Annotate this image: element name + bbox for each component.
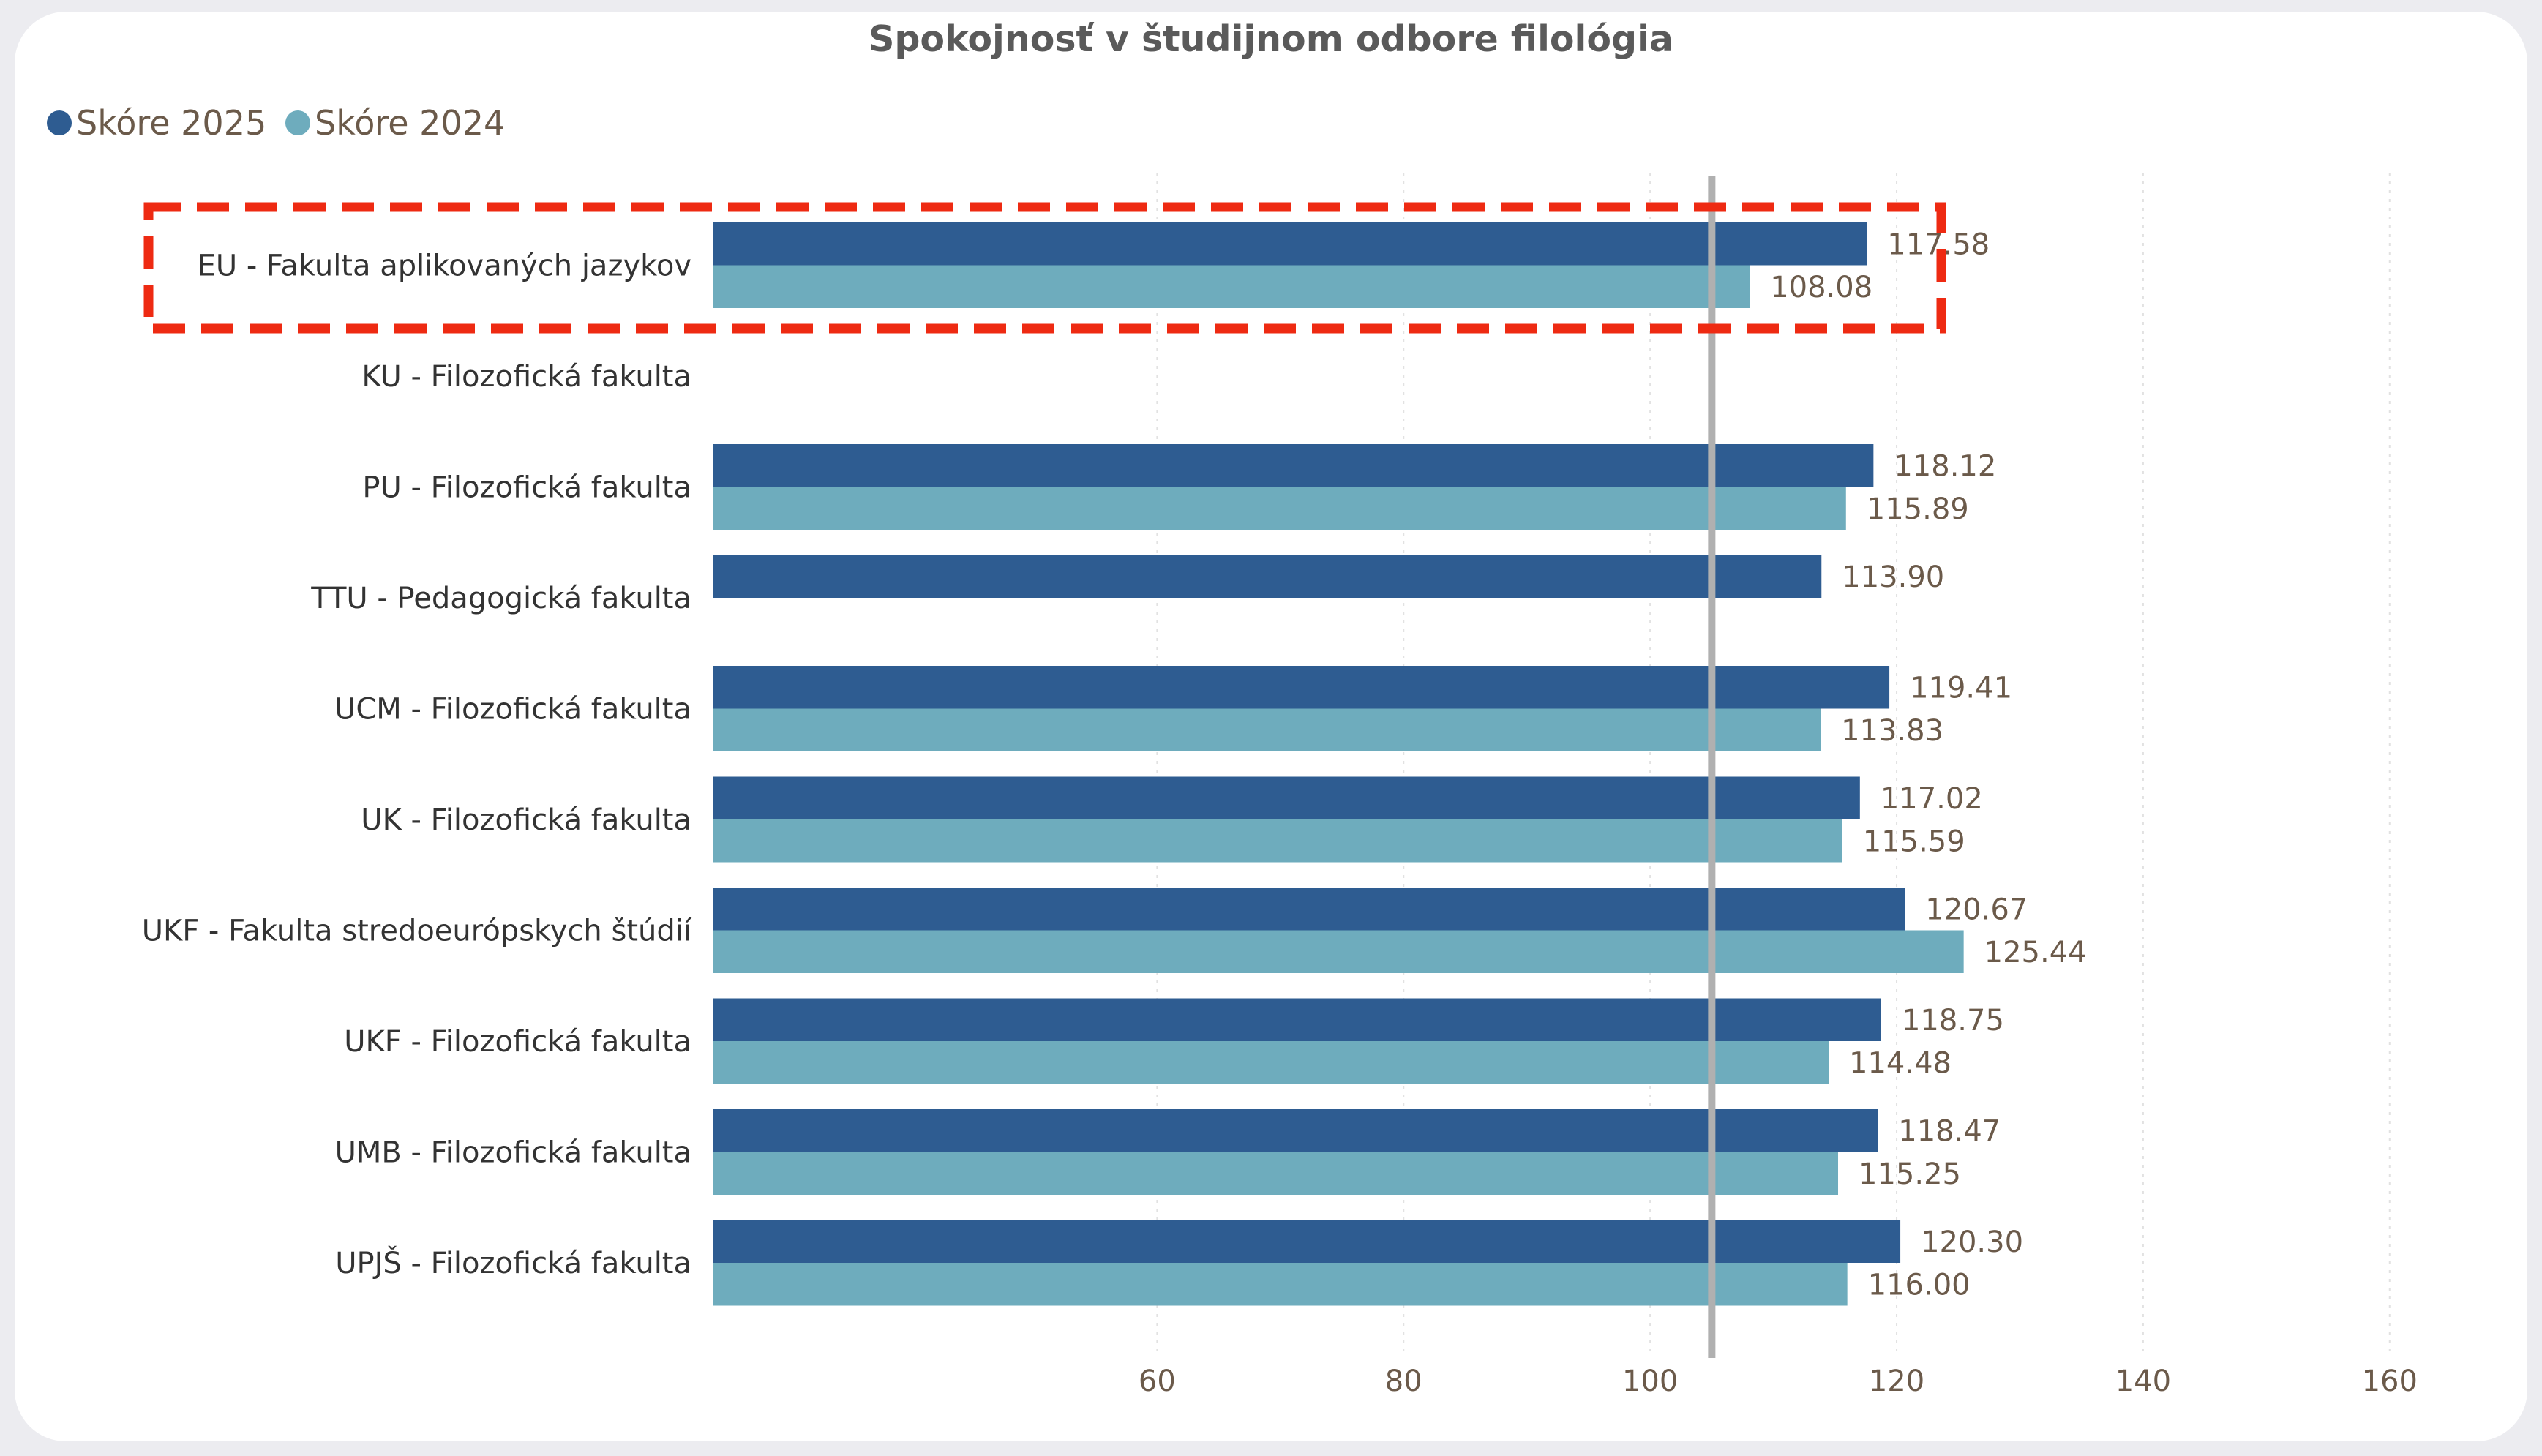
category-label-ttu-pedagogicka-fakulta: TTU - Pedagogická fakulta	[310, 582, 691, 615]
value-label-2025-umb-filozoficka-fakulta: 118.47	[1898, 1114, 2001, 1148]
value-label-2025-ttu-pedagogicka-fakulta: 113.90	[1842, 560, 1944, 594]
x-tick-label-120: 120	[1869, 1365, 1924, 1398]
category-label-pu-filozoficka-fakulta: PU - Filozofická fakulta	[362, 471, 691, 505]
legend-item-2024[interactable]: Skóre 2024	[285, 103, 505, 143]
value-label-2025-ukf-filozoficka-fakulta: 118.75	[1902, 1004, 2004, 1037]
value-label-2024-uk-filozoficka-fakulta: 115.59	[1863, 825, 1965, 858]
x-tick-label-100: 100	[1622, 1365, 1678, 1398]
legend-item-2025[interactable]: Skóre 2025	[47, 103, 266, 143]
bar-2024-ukf-fakulta-stredoeuropskych-studii[interactable]	[713, 930, 1964, 974]
value-label-2024-ucm-filozoficka-fakulta: 113.83	[1841, 714, 1943, 748]
value-label-2024-ukf-fakulta-stredoeuropskych-studii: 125.44	[1984, 936, 2087, 969]
chart-card: Spokojnosť v študijnom odbore filológia …	[15, 12, 2527, 1441]
chart-svg: Spokojnosť v študijnom odbore filológia …	[47, 18, 2418, 1398]
legend-label-2024: Skóre 2024	[315, 103, 505, 143]
x-axis-ticks: 60 80 100 120 140 160	[1139, 1365, 2418, 1398]
legend-marker-2025	[47, 110, 72, 135]
bar-2024-ukf-filozoficka-fakulta[interactable]	[713, 1041, 1829, 1084]
bar-2024-upjs-filozoficka-fakulta[interactable]	[713, 1263, 1848, 1306]
bar-2025-ukf-fakulta-stredoeuropskych-studii[interactable]	[713, 888, 1905, 931]
value-label-2024-pu-filozoficka-fakulta: 115.89	[1867, 492, 1969, 526]
value-label-2025-ukf-fakulta-stredoeuropskych-studii: 120.67	[1925, 893, 2028, 926]
chart-title: Spokojnosť v študijnom odbore filológia	[869, 18, 1673, 60]
value-label-2025-pu-filozoficka-fakulta: 118.12	[1894, 449, 1996, 483]
bar-2024-eu-fakulta-aplikovanych-jazykov[interactable]	[713, 265, 1750, 309]
category-label-ku-filozoficka-fakulta: KU - Filozofická fakulta	[361, 360, 691, 394]
value-label-2024-eu-fakulta-aplikovanych-jazykov: 108.08	[1770, 271, 1872, 304]
bars	[713, 222, 1964, 1306]
category-labels: EU - Fakulta aplikovaných jazykov KU - Fi…	[142, 249, 693, 1281]
legend: Skóre 2025 Skóre 2024	[47, 103, 505, 143]
bar-2024-uk-filozoficka-fakulta[interactable]	[713, 819, 1842, 863]
bar-2025-ttu-pedagogicka-fakulta[interactable]	[713, 555, 1822, 598]
value-label-2024-umb-filozoficka-fakulta: 115.25	[1859, 1157, 1961, 1191]
gridlines	[1156, 173, 2391, 1351]
value-labels: 117.58108.08118.12115.89113.90119.41113.…	[1770, 228, 2086, 1302]
bar-2025-upjs-filozoficka-fakulta[interactable]	[713, 1220, 1901, 1264]
bar-2024-pu-filozoficka-fakulta[interactable]	[713, 487, 1846, 530]
category-label-umb-filozoficka-fakulta: UMB - Filozofická fakulta	[335, 1136, 691, 1170]
bar-2024-ucm-filozoficka-fakulta[interactable]	[713, 708, 1821, 752]
bar-2025-eu-fakulta-aplikovanych-jazykov[interactable]	[713, 222, 1867, 266]
highlight-group	[143, 202, 1946, 334]
x-tick-label-80: 80	[1385, 1365, 1422, 1398]
value-label-2024-ukf-filozoficka-fakulta: 114.48	[1849, 1046, 1952, 1080]
value-label-2025-upjs-filozoficka-fakulta: 120.30	[1921, 1226, 2023, 1259]
x-tick-label-60: 60	[1139, 1365, 1176, 1398]
bar-2025-pu-filozoficka-fakulta[interactable]	[713, 444, 1874, 487]
value-label-2025-ucm-filozoficka-fakulta: 119.41	[1910, 671, 2012, 705]
category-label-ukf-filozoficka-fakulta: UKF - Filozofická fakulta	[344, 1025, 691, 1059]
bar-2025-ukf-filozoficka-fakulta[interactable]	[713, 998, 1881, 1042]
highlight-box	[143, 202, 1946, 334]
category-label-upjs-filozoficka-fakulta: UPJŠ - Filozofická fakulta	[335, 1245, 691, 1280]
bar-2025-ucm-filozoficka-fakulta[interactable]	[713, 666, 1890, 709]
category-label-ucm-filozoficka-fakulta: UCM - Filozofická fakulta	[334, 693, 691, 727]
value-label-2024-upjs-filozoficka-fakulta: 116.00	[1868, 1268, 1971, 1302]
bar-2025-uk-filozoficka-fakulta[interactable]	[713, 776, 1860, 820]
category-label-eu-fakulta-aplikovanych-jazykov: EU - Fakulta aplikovaných jazykov	[198, 249, 691, 283]
x-tick-label-160: 160	[2362, 1365, 2418, 1398]
legend-marker-2024	[285, 110, 310, 135]
legend-label-2025: Skóre 2025	[76, 103, 266, 143]
bar-2024-umb-filozoficka-fakulta[interactable]	[713, 1152, 1839, 1196]
category-label-ukf-fakulta-stredoeuropskych-studii: UKF - Fakulta stredoeurópskych štúdií	[142, 915, 693, 948]
category-label-uk-filozoficka-fakulta: UK - Filozofická fakulta	[361, 803, 691, 837]
bar-2025-umb-filozoficka-fakulta[interactable]	[713, 1109, 1878, 1152]
x-tick-label-140: 140	[2115, 1365, 2171, 1398]
value-label-2025-uk-filozoficka-fakulta: 117.02	[1881, 782, 1983, 816]
